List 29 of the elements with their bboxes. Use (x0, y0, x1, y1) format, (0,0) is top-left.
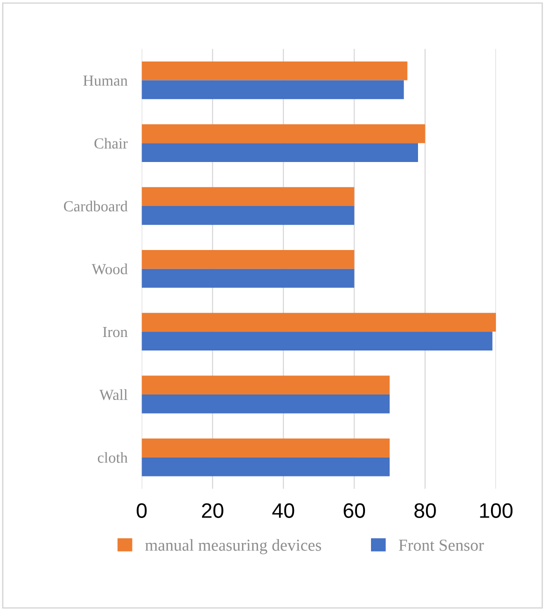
y-tick-label: Wood (92, 264, 128, 274)
legend-label: manual measuring devices (145, 539, 322, 554)
bar (142, 143, 418, 162)
bar (142, 187, 354, 206)
y-tick-label: Iron (102, 326, 128, 338)
x-tick-label: 0 (136, 503, 147, 518)
bar (142, 376, 390, 395)
bar (142, 457, 390, 476)
y-tick-label: cloth (98, 452, 128, 463)
y-tick-label: Wall (99, 389, 128, 400)
y-tick-label: Human (83, 76, 128, 86)
bar (142, 61, 408, 80)
bar (142, 124, 426, 144)
x-tick-label: 60 (344, 503, 366, 518)
legend-label: Front Sensor (398, 540, 484, 551)
bar (142, 80, 404, 100)
x-tick-label: 40 (272, 503, 294, 518)
x-tick-label: 80 (414, 503, 436, 518)
bar (142, 312, 496, 332)
bar (142, 394, 390, 414)
bar (142, 206, 354, 225)
y-tick-label: Chair (94, 138, 128, 149)
bar (142, 268, 354, 288)
bar (142, 438, 390, 458)
x-tick-label: 100 (480, 503, 513, 518)
y-tick-label: Cardboard (64, 200, 128, 212)
x-tick-label: 20 (202, 503, 224, 518)
bar (142, 250, 354, 269)
bar (142, 332, 492, 351)
